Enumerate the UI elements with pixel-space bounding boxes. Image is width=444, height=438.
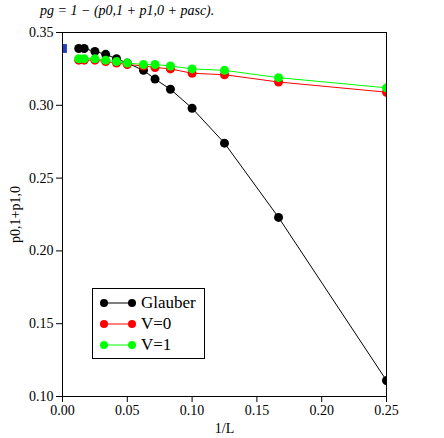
svg-text:0.25: 0.25 [374,403,399,418]
svg-text:0.10: 0.10 [29,389,54,404]
svg-text:0.15: 0.15 [245,403,270,418]
svg-text:0.30: 0.30 [29,98,54,113]
svg-text:0.20: 0.20 [29,243,54,258]
html-text:pg = 1 − (p0,1 + p1,0 + pasc).: pg = 1 − (p0,1 + p1,0 + pasc). [40,3,215,18]
svg-text:0.20: 0.20 [309,403,334,418]
svg-text:p0,1+p1,0: p0,1+p1,0 [8,186,23,243]
svg-text:0.35: 0.35 [29,26,54,40]
svg-text:0.00: 0.00 [50,403,75,418]
svg-text:0.15: 0.15 [29,316,54,331]
svg-text:1/L: 1/L [215,421,234,436]
html-text:V=0: V=0 [141,313,172,333]
svg-text:0.05: 0.05 [115,403,140,418]
svg-text:0.10: 0.10 [180,403,205,418]
svg-text:0.25: 0.25 [29,171,54,186]
html-text:V=1: V=1 [141,334,172,354]
html-text:Glauber: Glauber [141,292,196,312]
